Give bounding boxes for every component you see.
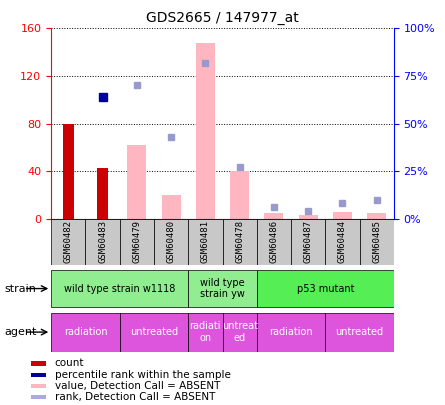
Text: GSM60486: GSM60486 <box>269 220 279 263</box>
Bar <box>120 313 188 352</box>
Text: agent: agent <box>4 327 37 337</box>
Bar <box>196 43 215 219</box>
Text: count: count <box>55 358 84 369</box>
Bar <box>230 171 249 219</box>
Text: p53 mutant: p53 mutant <box>296 284 354 294</box>
Text: wild type
strain yw: wild type strain yw <box>200 278 245 299</box>
Bar <box>257 270 394 307</box>
Text: GSM60485: GSM60485 <box>372 220 381 263</box>
Text: GSM60479: GSM60479 <box>132 220 142 263</box>
Text: GSM60483: GSM60483 <box>98 220 107 263</box>
Bar <box>31 395 46 399</box>
Bar <box>291 219 325 265</box>
Title: GDS2665 / 147977_at: GDS2665 / 147977_at <box>146 11 299 25</box>
Text: radiati
on: radiati on <box>190 321 221 343</box>
Bar <box>51 219 85 265</box>
Text: GSM60481: GSM60481 <box>201 220 210 263</box>
Text: radiation: radiation <box>64 327 107 337</box>
Text: GSM60480: GSM60480 <box>166 220 176 263</box>
Bar <box>31 373 46 377</box>
Bar <box>51 313 120 352</box>
Bar <box>85 219 120 265</box>
Bar <box>257 313 325 352</box>
Text: GSM60478: GSM60478 <box>235 220 244 263</box>
Bar <box>97 168 108 219</box>
Bar <box>264 213 283 219</box>
Bar <box>222 313 257 352</box>
Bar <box>120 219 154 265</box>
Text: strain: strain <box>4 284 36 294</box>
Bar <box>257 219 291 265</box>
Bar <box>222 219 257 265</box>
Bar <box>188 313 222 352</box>
Bar <box>360 219 394 265</box>
Bar <box>162 195 181 219</box>
Bar <box>188 219 222 265</box>
Bar <box>367 213 386 219</box>
Text: untreated: untreated <box>130 327 178 337</box>
Text: percentile rank within the sample: percentile rank within the sample <box>55 370 231 379</box>
Bar <box>31 362 46 365</box>
Text: rank, Detection Call = ABSENT: rank, Detection Call = ABSENT <box>55 392 215 402</box>
Bar <box>51 270 188 307</box>
Text: radiation: radiation <box>269 327 313 337</box>
Bar <box>299 215 318 219</box>
Bar <box>325 219 360 265</box>
Text: untreat
ed: untreat ed <box>222 321 258 343</box>
Bar <box>127 145 146 219</box>
Text: GSM60482: GSM60482 <box>64 220 73 263</box>
Bar <box>31 384 46 388</box>
Text: untreated: untreated <box>336 327 384 337</box>
Bar <box>188 270 257 307</box>
Bar <box>333 211 352 219</box>
Text: wild type strain w1118: wild type strain w1118 <box>64 284 175 294</box>
Text: GSM60484: GSM60484 <box>338 220 347 263</box>
Bar <box>325 313 394 352</box>
Text: GSM60487: GSM60487 <box>303 220 313 263</box>
Text: value, Detection Call = ABSENT: value, Detection Call = ABSENT <box>55 381 220 391</box>
Bar <box>154 219 188 265</box>
Bar <box>63 124 74 219</box>
